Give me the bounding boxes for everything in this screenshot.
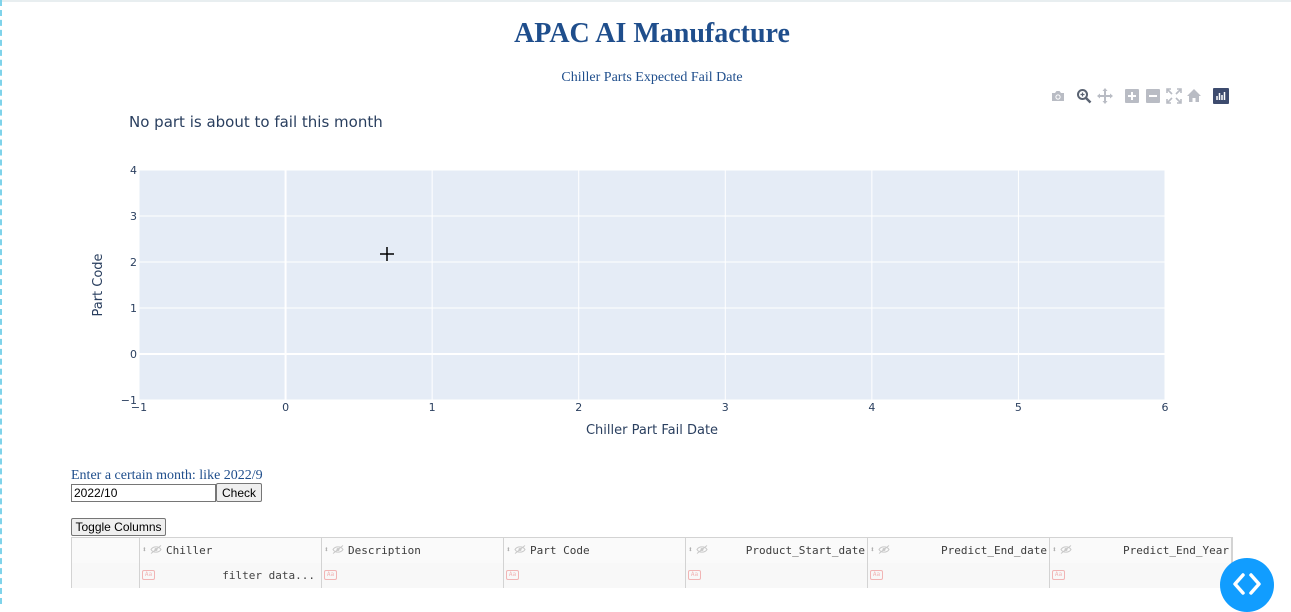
x-tick-label: 3 bbox=[722, 401, 729, 414]
y-tick-label: 0 bbox=[130, 348, 137, 361]
x-tick-label: 0 bbox=[282, 401, 289, 414]
filter-spacer-cell bbox=[72, 563, 140, 588]
case-toggle-icon[interactable]: Aa bbox=[506, 570, 519, 580]
header-spacer-cell bbox=[72, 538, 140, 563]
column-header-label: Predict_End_date bbox=[941, 544, 1047, 557]
month-input-label: Enter a certain month: like 2022/9 bbox=[71, 468, 263, 483]
sort-icon[interactable]: ⬍ bbox=[870, 545, 875, 554]
sort-icon[interactable]: ⬍ bbox=[688, 545, 693, 554]
x-tick-label: −1 bbox=[131, 401, 147, 414]
column-header-chiller: ⬍ Chiller bbox=[140, 538, 322, 563]
camera-icon[interactable] bbox=[1050, 88, 1066, 104]
data-table: ⬍ Chiller ⬍ Description ⬍ Part Code ⬍ Product_S… bbox=[71, 537, 1233, 588]
page-subtitle: Chiller Parts Expected Fail Date bbox=[561, 70, 743, 85]
x-tick-label: 4 bbox=[868, 401, 875, 414]
filter-cell-description[interactable]: Aa bbox=[322, 563, 504, 588]
sort-icon[interactable]: ⬍ bbox=[1052, 545, 1057, 554]
pan-icon[interactable] bbox=[1097, 88, 1113, 104]
sort-icon[interactable]: ⬍ bbox=[142, 545, 147, 554]
sort-icon[interactable]: ⬍ bbox=[324, 545, 329, 554]
plot-background bbox=[139, 170, 1165, 400]
zoom-in-icon[interactable] bbox=[1124, 88, 1140, 104]
y-tick-label: 2 bbox=[130, 256, 137, 269]
case-toggle-icon[interactable]: Aa bbox=[324, 570, 337, 580]
x-tick-label: 1 bbox=[429, 401, 436, 414]
left-dashed-border bbox=[0, 0, 2, 604]
case-toggle-icon[interactable]: Aa bbox=[688, 570, 701, 580]
zoom-out-icon[interactable] bbox=[1145, 88, 1161, 104]
top-divider bbox=[0, 0, 1291, 2]
chart-title: No part is about to fail this month bbox=[129, 113, 383, 131]
column-header-label: Product_Start_date bbox=[745, 544, 865, 557]
table-filter-row: Aa filter data... Aa Aa Aa Aa Aa bbox=[72, 563, 1232, 588]
zoom-icon[interactable] bbox=[1076, 88, 1092, 104]
y-tick-label: 1 bbox=[130, 302, 137, 315]
y-tick-label: 3 bbox=[130, 210, 137, 223]
column-header-label: Part Code bbox=[530, 544, 590, 557]
x-axis: −1 0 1 2 3 4 5 6 bbox=[131, 401, 1169, 414]
plot-area[interactable] bbox=[138, 169, 1166, 401]
sort-icon[interactable]: ⬍ bbox=[506, 545, 511, 554]
case-toggle-icon[interactable]: Aa bbox=[1052, 570, 1065, 580]
filter-placeholder: filter data... bbox=[222, 569, 315, 582]
month-input[interactable] bbox=[71, 484, 216, 502]
column-header-description: ⬍ Description bbox=[322, 538, 504, 563]
column-header-product-start-date: ⬍ Product_Start_date bbox=[686, 538, 868, 563]
code-toggle-button[interactable] bbox=[1220, 558, 1274, 612]
case-toggle-icon[interactable]: Aa bbox=[870, 570, 883, 580]
toggle-columns-button[interactable]: Toggle Columns bbox=[71, 518, 166, 536]
page-title: APAC AI Manufacture bbox=[514, 18, 790, 49]
reset-axes-icon[interactable] bbox=[1186, 88, 1202, 104]
column-header-label: Predict_End_Year bbox=[1123, 544, 1229, 557]
hide-column-icon[interactable] bbox=[514, 545, 526, 554]
column-header-label: Description bbox=[348, 544, 421, 557]
crosshair-cursor-icon bbox=[380, 247, 394, 261]
code-brackets-icon bbox=[1233, 573, 1261, 595]
y-tick-label: −1 bbox=[121, 394, 137, 407]
fail-date-chart[interactable]: No part is about to fail this month −1 0 1… bbox=[0, 100, 1291, 445]
hide-column-icon[interactable] bbox=[878, 545, 890, 554]
x-tick-label: 5 bbox=[1015, 401, 1022, 414]
hide-column-icon[interactable] bbox=[696, 545, 708, 554]
case-toggle-icon[interactable]: Aa bbox=[142, 570, 155, 580]
column-header-part-code: ⬍ Part Code bbox=[504, 538, 686, 563]
hide-column-icon[interactable] bbox=[150, 545, 162, 554]
plotly-logo-icon[interactable] bbox=[1213, 88, 1229, 104]
filter-cell-predict-end-date[interactable]: Aa bbox=[868, 563, 1050, 588]
check-button[interactable]: Check bbox=[216, 483, 262, 502]
x-axis-title: Chiller Part Fail Date bbox=[586, 423, 718, 438]
table-header-row: ⬍ Chiller ⬍ Description ⬍ Part Code ⬍ Product_S… bbox=[72, 538, 1232, 564]
hide-column-icon[interactable] bbox=[1060, 545, 1072, 554]
x-tick-label: 6 bbox=[1162, 401, 1169, 414]
y-tick-label: 4 bbox=[130, 164, 137, 177]
x-tick-label: 2 bbox=[575, 401, 582, 414]
y-axis: −1 0 1 2 3 4 bbox=[121, 164, 137, 407]
filter-cell-part-code[interactable]: Aa bbox=[504, 563, 686, 588]
column-header-predict-end-year: ⬍ Predict_End_Year bbox=[1050, 538, 1232, 563]
filter-cell-chiller[interactable]: Aa filter data... bbox=[140, 563, 322, 588]
hide-column-icon[interactable] bbox=[332, 545, 344, 554]
autoscale-icon[interactable] bbox=[1166, 88, 1182, 104]
column-header-predict-end-date: ⬍ Predict_End_date bbox=[868, 538, 1050, 563]
column-header-label: Chiller bbox=[166, 544, 213, 557]
filter-cell-product-start-date[interactable]: Aa bbox=[686, 563, 868, 588]
y-axis-title: Part Code bbox=[91, 253, 106, 316]
filter-cell-predict-end-year[interactable]: Aa bbox=[1050, 563, 1232, 588]
